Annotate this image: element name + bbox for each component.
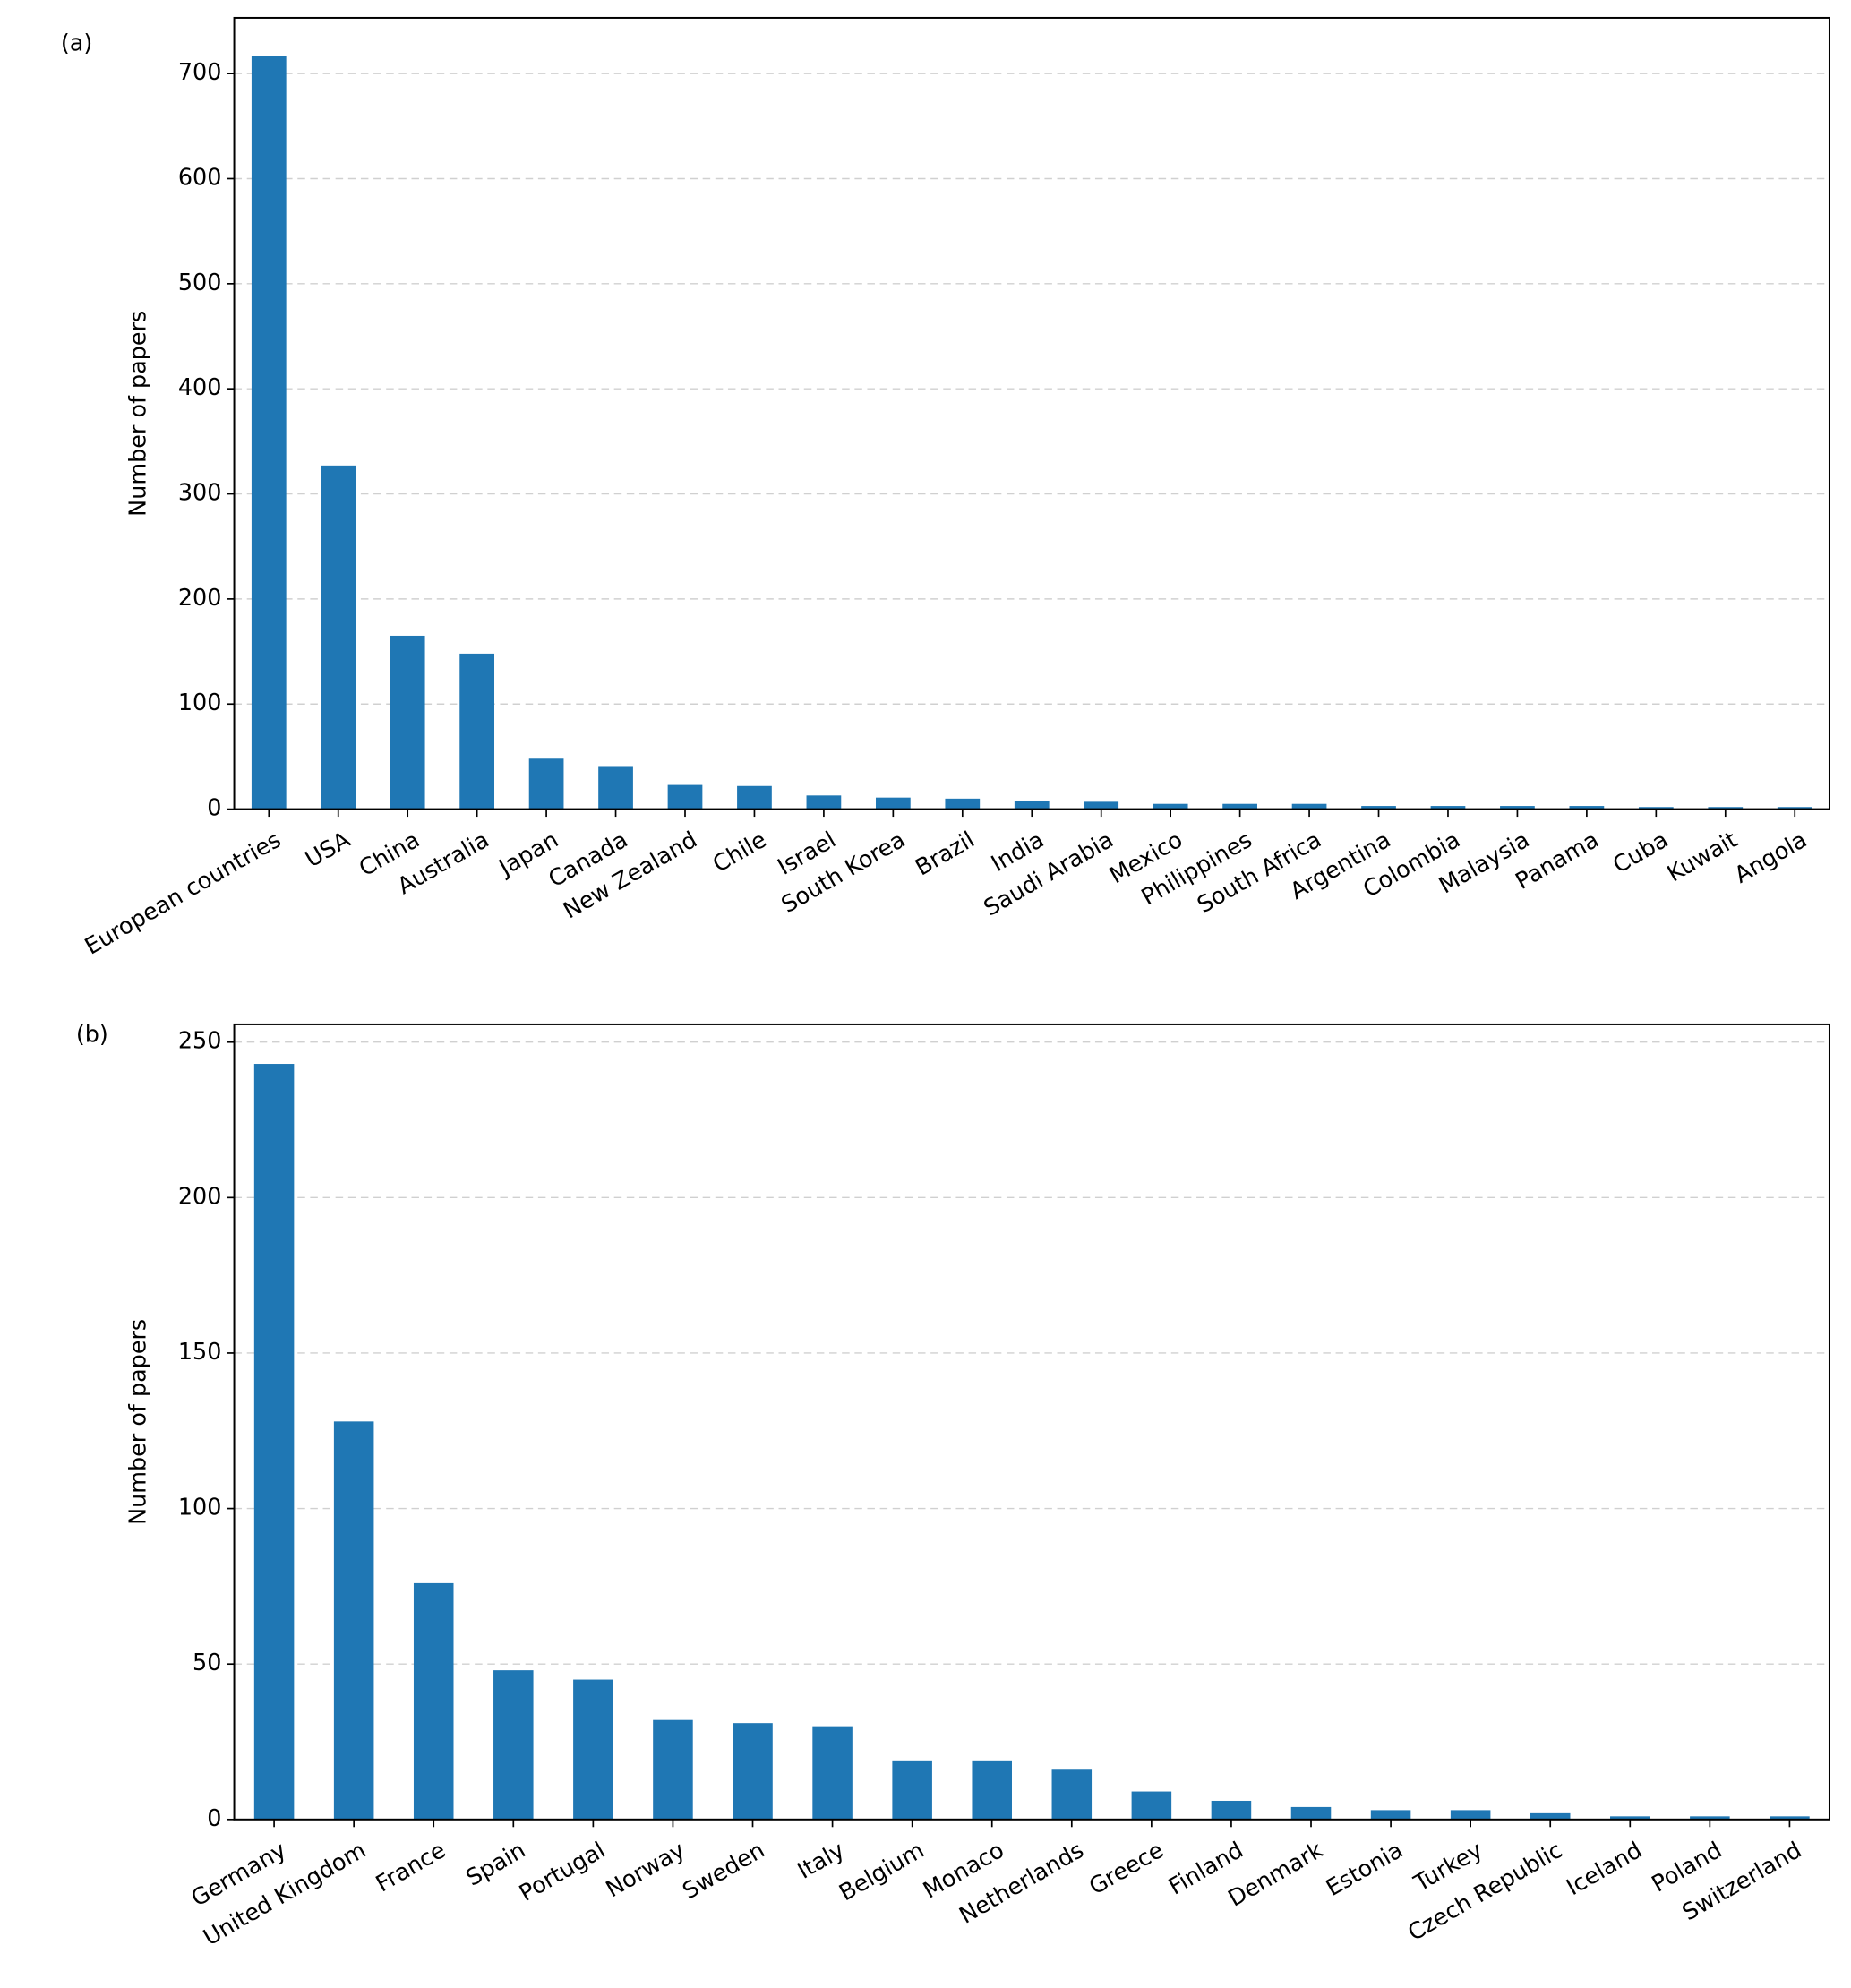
bar (892, 1760, 932, 1820)
y-tick-label: 200 (178, 1182, 222, 1209)
bar (321, 465, 356, 810)
x-tick-label: European countries (80, 826, 285, 960)
bar (1690, 1816, 1730, 1820)
bar (1361, 806, 1396, 810)
bar (737, 785, 772, 810)
plot-frame (233, 16, 1830, 810)
bar (573, 1679, 613, 1820)
bar (1430, 806, 1466, 810)
x-tick-label: Greece (1084, 1836, 1168, 1899)
bar (1708, 807, 1744, 810)
x-tick-label: Norway (601, 1836, 690, 1902)
x-tick-label: Sweden (678, 1836, 769, 1904)
panel-label: (b) (76, 1021, 108, 1048)
plot-frame (233, 1023, 1830, 1821)
bar (945, 798, 981, 810)
y-tick-label: 500 (178, 269, 222, 296)
bar (390, 635, 425, 810)
x-tick-label: Angola (1729, 826, 1811, 888)
bar (972, 1760, 1012, 1820)
y-tick-label: 250 (178, 1027, 222, 1054)
bar (598, 766, 633, 810)
y-tick-label: 0 (207, 794, 221, 821)
bar (1530, 1812, 1571, 1820)
bar (875, 797, 911, 810)
x-tick-label: Estonia (1321, 1836, 1407, 1901)
bar (493, 1670, 534, 1820)
bar (1131, 1791, 1172, 1820)
bar (1014, 801, 1050, 810)
panel-label: (a) (61, 30, 92, 56)
bar (667, 784, 703, 810)
x-tick-label: USA (300, 826, 355, 873)
bar (653, 1719, 693, 1820)
bar (253, 1064, 295, 1820)
bar (1370, 1810, 1411, 1820)
x-tick-label: Kuwait (1662, 826, 1742, 887)
bar (1770, 1816, 1810, 1820)
bar (1211, 1800, 1252, 1820)
y-tick-label: 150 (178, 1338, 222, 1365)
bar (733, 1723, 773, 1820)
bar (1500, 806, 1535, 810)
y-axis-label: Number of papers (124, 311, 151, 517)
y-tick-label: 400 (178, 373, 222, 400)
bar (1610, 1816, 1650, 1820)
bar (528, 758, 564, 810)
bar (251, 56, 287, 810)
bar (1084, 801, 1119, 810)
x-tick-label: Belgium (835, 1836, 929, 1906)
bar (806, 795, 842, 810)
bar (1222, 803, 1257, 810)
y-tick-label: 700 (178, 58, 222, 85)
x-tick-label: France (371, 1836, 450, 1897)
y-tick-label: 50 (193, 1649, 221, 1675)
bar (1051, 1769, 1093, 1820)
y-tick-label: 300 (178, 479, 222, 506)
y-axis-label: Number of papers (124, 1319, 151, 1525)
bar (1777, 807, 1812, 810)
bar (1291, 803, 1327, 810)
x-tick-label: Iceland (1562, 1836, 1647, 1900)
x-tick-label: Chile (708, 826, 771, 878)
y-tick-label: 100 (178, 1494, 222, 1521)
x-tick-label: Brazil (911, 826, 979, 880)
y-tick-label: 100 (178, 689, 222, 716)
bar (1153, 803, 1188, 810)
y-tick-label: 0 (207, 1804, 221, 1831)
x-tick-label: Italy (793, 1836, 849, 1884)
bar (333, 1421, 374, 1820)
bar (459, 653, 495, 810)
x-tick-label: Cuba (1608, 826, 1673, 878)
bar (1569, 806, 1605, 810)
bar (812, 1726, 853, 1820)
bar (1638, 807, 1674, 810)
y-tick-label: 600 (178, 163, 222, 190)
y-tick-label: 200 (178, 584, 222, 611)
x-tick-label: Portugal (514, 1836, 609, 1907)
bar (1450, 1810, 1491, 1820)
bar (1290, 1806, 1332, 1820)
bar (413, 1582, 454, 1820)
